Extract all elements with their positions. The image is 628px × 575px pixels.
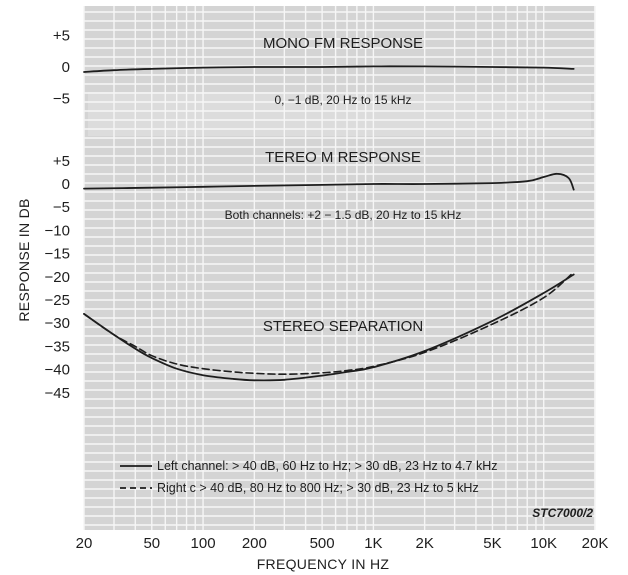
stereo-fm-response-line: [83, 172, 575, 191]
legend-entry: Right c > 40 dB, 80 Hz to 800 Hz; > 30 d…: [157, 481, 479, 495]
y-tick-label: −20: [45, 269, 70, 286]
y-tick-label: −30: [45, 315, 70, 332]
x-tick-label: 5K: [483, 535, 501, 552]
y-tick-label: −5: [53, 199, 70, 216]
panel-title: STEREO SEPARATION: [263, 318, 423, 335]
y-tick-label: +5: [53, 28, 70, 45]
y-axis-title: RESPONSE IN DB: [16, 198, 32, 321]
x-axis-title: FREQUENCY IN HZ: [257, 556, 390, 572]
y-axis-ticks: +5 0 −5 +5 0 −5 −10 −15 −20 −25 −30 −35 −40 −45: [45, 28, 70, 402]
x-tick-label: 20K: [582, 535, 609, 552]
x-tick-label: 1K: [364, 535, 382, 552]
y-tick-label: −25: [45, 292, 70, 309]
y-tick-label: 0: [62, 176, 70, 193]
panel-title: MONO FM RESPONSE: [263, 35, 423, 52]
y-tick-label: −45: [45, 385, 70, 402]
y-tick-label: −35: [45, 338, 70, 355]
legend-entry: Left channel: > 40 dB, 60 Hz to Hz; > 30…: [157, 459, 497, 473]
annotations: MONO FM RESPONSE 0, −1 dB, 20 Hz to 15 kH…: [120, 35, 497, 495]
grid: [83, 6, 596, 530]
left-channel-separation-line: [83, 273, 575, 382]
y-tick-label: −15: [45, 246, 70, 263]
y-tick-label: +5: [53, 153, 70, 170]
x-tick-label: 10K: [530, 535, 557, 552]
panel-note: 0, −1 dB, 20 Hz to 15 kHz: [274, 93, 411, 107]
x-tick-label: 50: [143, 535, 160, 552]
x-tick-label: 500: [310, 535, 335, 552]
x-tick-label: 100: [191, 535, 216, 552]
figure-code: STC7000/2: [532, 506, 593, 520]
y-tick-label: 0: [62, 59, 70, 76]
data-series: [83, 65, 575, 382]
x-tick-label: 2K: [415, 535, 433, 552]
x-tick-label: 20: [76, 535, 93, 552]
x-tick-label: 200: [242, 535, 267, 552]
y-tick-label: −10: [45, 222, 70, 239]
mono-fm-response-line: [83, 65, 575, 73]
panel-title: TEREO M RESPONSE: [265, 149, 421, 166]
y-tick-label: −40: [45, 362, 70, 379]
y-tick-label: −5: [53, 91, 70, 108]
right-channel-separation-line: [83, 271, 575, 376]
panel-note: Both channels: +2 − 1.5 dB, 20 Hz to 15 …: [225, 208, 462, 222]
x-axis-ticks: 20 50 100 200 500 1K 2K 5K 10K 20K: [76, 535, 609, 552]
